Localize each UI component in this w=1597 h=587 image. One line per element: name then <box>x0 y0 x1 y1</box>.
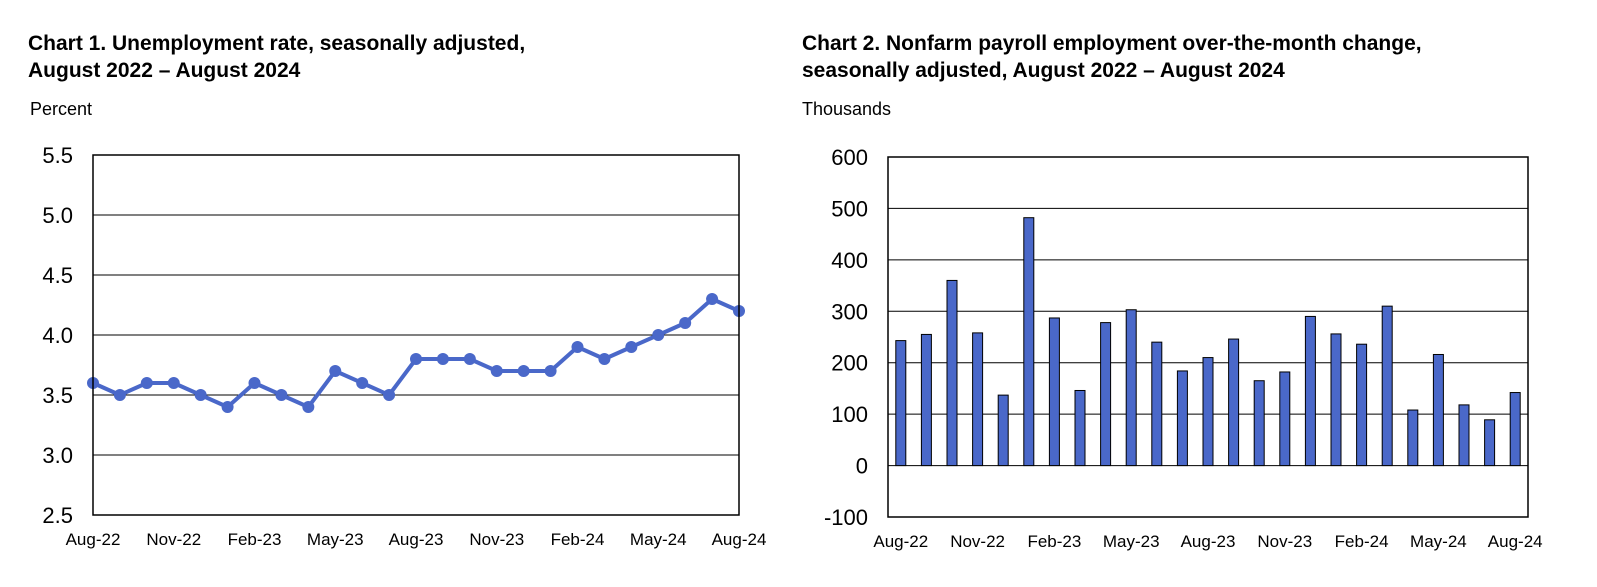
data-point <box>463 353 476 365</box>
data-point <box>329 365 342 377</box>
x-tick-label: Aug-22 <box>873 532 928 551</box>
x-tick-label: Aug-24 <box>712 530 767 549</box>
data-point <box>679 317 692 329</box>
y-tick-label: 5.0 <box>42 203 73 228</box>
data-bar <box>1304 315 1316 467</box>
x-tick-label: Nov-23 <box>1257 532 1312 551</box>
data-bar <box>895 340 907 467</box>
data-bar <box>1279 371 1291 467</box>
data-bar <box>1407 409 1419 467</box>
y-tick-label: 0 <box>856 454 868 479</box>
x-tick-label: Feb-23 <box>228 530 282 549</box>
chart2-title-line1: Chart 2. Nonfarm payroll employment over… <box>802 32 1422 55</box>
data-point <box>625 341 638 353</box>
data-bar <box>997 394 1009 467</box>
y-tick-label: 200 <box>831 351 868 376</box>
data-bar <box>1253 380 1265 467</box>
data-point <box>302 401 315 413</box>
data-bar <box>1176 370 1188 467</box>
data-bar <box>1509 392 1521 467</box>
chart2-title-line2: seasonally adjusted, August 2022 – Augus… <box>802 59 1285 82</box>
data-point <box>140 377 153 389</box>
x-tick-label: Aug-24 <box>1488 532 1543 551</box>
data-point <box>167 377 180 389</box>
data-bar <box>1074 389 1086 467</box>
data-point <box>571 341 584 353</box>
x-tick-label: Aug-22 <box>66 530 121 549</box>
y-tick-label: 400 <box>831 248 868 273</box>
x-tick-label: Feb-24 <box>551 530 605 549</box>
x-tick-label: May-24 <box>630 530 687 549</box>
y-tick-label: 4.5 <box>42 263 73 288</box>
x-tick-label: May-24 <box>1410 532 1467 551</box>
data-bar <box>920 333 932 467</box>
y-tick-label: 2.5 <box>42 503 73 528</box>
y-tick-label: 500 <box>831 196 868 221</box>
y-tick-label: 4.0 <box>42 323 73 348</box>
data-bar <box>946 279 958 467</box>
data-point <box>652 329 665 341</box>
data-bar <box>1381 305 1393 467</box>
data-point <box>598 353 611 365</box>
plot-frame <box>92 154 740 516</box>
chart1-y-unit-label: Percent <box>30 99 93 119</box>
x-tick-label: May-23 <box>1103 532 1160 551</box>
data-bar <box>1151 341 1163 467</box>
data-point <box>248 377 261 389</box>
chart2-y-unit-label: Thousands <box>802 99 892 119</box>
unemployment-rate-chart: Chart 1. Unemployment rate, seasonally a… <box>0 0 790 587</box>
x-tick-label: Nov-23 <box>469 530 524 549</box>
y-tick-label: 300 <box>831 299 868 324</box>
y-tick-label: 600 <box>831 145 868 170</box>
data-point <box>706 293 719 305</box>
data-bar <box>1432 353 1444 467</box>
x-tick-label: Aug-23 <box>1181 532 1236 551</box>
data-bar <box>972 332 984 467</box>
x-tick-label: May-23 <box>307 530 364 549</box>
chart2-title: Chart 2. Nonfarm payroll employment over… <box>802 30 1422 84</box>
data-bar <box>1202 357 1214 467</box>
payroll-employment-chart: Chart 2. Nonfarm payroll employment over… <box>790 0 1597 587</box>
chart1-title: Chart 1. Unemployment rate, seasonally a… <box>28 30 525 84</box>
x-tick-label: Aug-23 <box>389 530 444 549</box>
data-point <box>517 365 530 377</box>
y-tick-label: -100 <box>824 505 868 530</box>
data-point <box>194 389 207 401</box>
data-bar <box>1048 317 1060 467</box>
data-bar <box>1330 333 1342 467</box>
data-bar <box>1228 338 1240 467</box>
data-point <box>113 389 126 401</box>
data-point <box>383 389 396 401</box>
data-bar <box>1356 343 1368 467</box>
x-tick-label: Nov-22 <box>146 530 201 549</box>
y-tick-label: 100 <box>831 402 868 427</box>
data-point <box>356 377 369 389</box>
data-bar <box>1100 322 1112 467</box>
data-point <box>275 389 288 401</box>
data-bar <box>1484 419 1496 467</box>
chart2-plot: -100 0 100 200 300 400 500 600 Aug-22 Nov-22 Feb-2… <box>824 145 1543 551</box>
chart1-title-line2: August 2022 – August 2024 <box>28 59 301 82</box>
x-tick-label: Feb-24 <box>1335 532 1389 551</box>
data-bar <box>1023 217 1035 467</box>
data-point <box>490 365 503 377</box>
y-tick-label: 3.0 <box>42 443 73 468</box>
data-point <box>436 353 449 365</box>
plot-frame <box>887 156 1529 518</box>
x-tick-label: Nov-22 <box>950 532 1005 551</box>
data-point <box>221 401 234 413</box>
data-point <box>544 365 557 377</box>
data-point <box>410 353 422 365</box>
data-bar <box>1458 404 1470 467</box>
x-tick-label: Feb-23 <box>1027 532 1081 551</box>
data-bar <box>1125 309 1137 467</box>
chart1-plot: 2.5 3.0 3.5 4.0 4.5 5.0 5.5 Aug-22 Nov-22 Feb-23 M… <box>42 143 767 549</box>
y-tick-label: 5.5 <box>42 143 73 168</box>
chart1-title-line1: Chart 1. Unemployment rate, seasonally a… <box>28 32 526 55</box>
y-tick-label: 3.5 <box>42 383 73 408</box>
